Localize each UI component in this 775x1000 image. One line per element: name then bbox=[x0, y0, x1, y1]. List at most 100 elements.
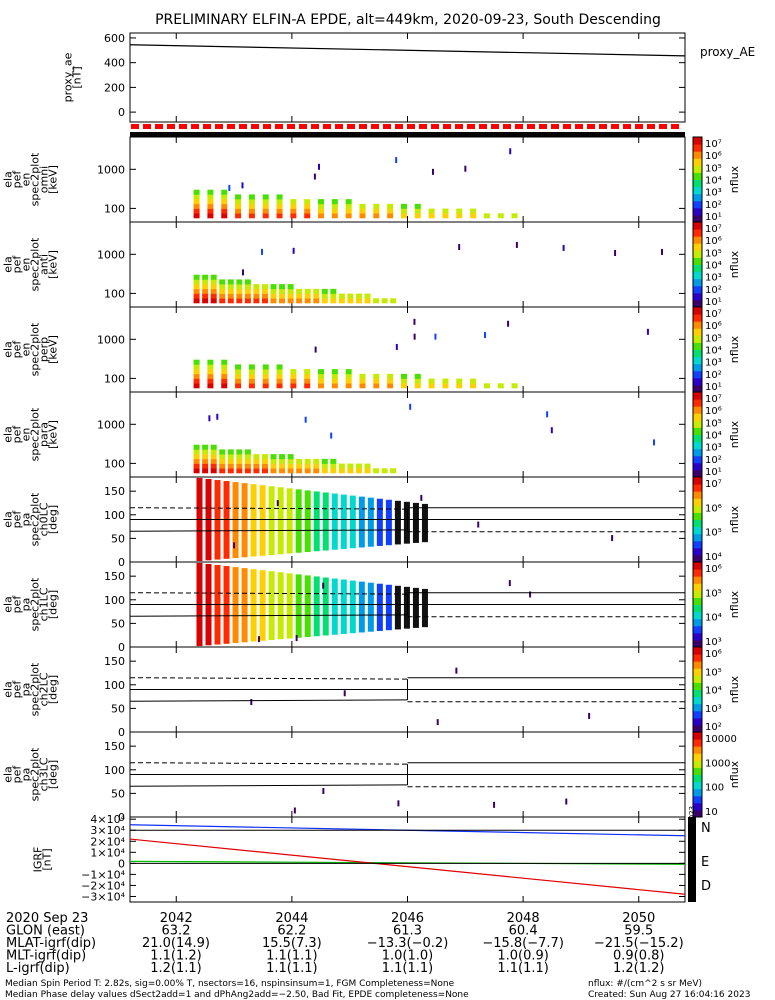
colorbar-segment bbox=[693, 746, 702, 754]
pa-stripe bbox=[385, 499, 392, 546]
colorbar-segment bbox=[693, 639, 702, 648]
spectrogram-cell bbox=[276, 373, 283, 379]
spectrogram-cell bbox=[318, 373, 325, 379]
x-tick-label: 2048 bbox=[507, 911, 540, 926]
spectrogram-cell bbox=[381, 298, 388, 304]
spectrogram-cell bbox=[428, 208, 435, 214]
y-axis-label: ch0LC bbox=[38, 502, 51, 536]
colorbar-segment bbox=[693, 554, 702, 563]
footer-note: Median Spin Period T: 2.82s, sig=0.00% T… bbox=[5, 979, 455, 989]
footer-row-label: GLON (east) bbox=[6, 924, 85, 939]
spectrogram-cell bbox=[261, 458, 268, 464]
data-availability-dash bbox=[503, 124, 511, 129]
spectrogram-cell bbox=[193, 383, 200, 389]
spectrogram-cell bbox=[304, 383, 311, 389]
y-axis-label: ch2LC bbox=[38, 672, 51, 706]
loss-cone-line bbox=[129, 784, 408, 787]
loss-cone-line bbox=[129, 699, 408, 702]
pa-stripe bbox=[403, 586, 410, 629]
spectrogram-cell bbox=[227, 468, 234, 474]
spectrogram-cell bbox=[355, 463, 362, 469]
spectrogram-cell bbox=[338, 293, 345, 299]
colorbar-segment bbox=[693, 526, 702, 535]
colorbar-segment bbox=[693, 392, 702, 400]
data-availability-dash bbox=[287, 124, 295, 129]
spectrogram-cell bbox=[290, 208, 297, 214]
spectrogram-cell bbox=[235, 378, 242, 384]
spectrogram-speck bbox=[550, 427, 553, 434]
spectrogram-cell bbox=[400, 383, 407, 389]
colorbar-segment bbox=[693, 420, 702, 428]
spectrogram-cell bbox=[304, 199, 311, 205]
spectrogram-cell bbox=[287, 458, 294, 464]
data-availability-bar bbox=[130, 132, 685, 137]
colorbar-segment bbox=[693, 278, 702, 287]
spectrogram-cell bbox=[248, 194, 255, 200]
y-axis-label: [keV] bbox=[47, 335, 60, 364]
y-axis-label: spec2plot bbox=[29, 152, 42, 206]
spectrogram-cell bbox=[359, 378, 366, 384]
spectrogram-cell bbox=[387, 203, 394, 209]
spectrogram-cell bbox=[276, 203, 283, 209]
colorbar-segment bbox=[693, 413, 702, 421]
y-axis-label: [deg] bbox=[47, 505, 60, 534]
pa-stripe bbox=[403, 501, 410, 544]
colorbar-segment bbox=[693, 214, 702, 223]
colorbar-segment bbox=[693, 186, 702, 195]
spectrogram-cell bbox=[442, 213, 449, 219]
spectrogram-speck bbox=[507, 320, 510, 327]
spectrogram-cell bbox=[373, 468, 380, 474]
pa-stripe bbox=[358, 496, 365, 548]
spectrogram-cell bbox=[221, 373, 228, 379]
footer-cell: 1.2(1.2) bbox=[613, 961, 665, 976]
y-axis-label: ela bbox=[2, 426, 15, 443]
spectrogram-cell bbox=[262, 199, 269, 205]
spectrogram-cell bbox=[287, 463, 294, 469]
spectrogram-speck bbox=[661, 248, 664, 255]
spectrogram-cell bbox=[248, 383, 255, 389]
colorbar-segment bbox=[693, 647, 702, 655]
colorbar-segment bbox=[693, 661, 702, 669]
pa-stripe bbox=[376, 583, 383, 631]
data-availability-dash bbox=[671, 124, 679, 129]
y-tick-label: 100 bbox=[104, 509, 125, 522]
spectrogram-cell bbox=[304, 468, 311, 474]
colorbar-segment bbox=[693, 512, 702, 520]
spectrogram-cell bbox=[345, 199, 352, 205]
spectrogram-cell bbox=[364, 463, 371, 469]
pa-speck bbox=[322, 582, 325, 589]
spectrogram-cell bbox=[345, 369, 352, 375]
spectrogram-cell bbox=[261, 298, 268, 304]
spectrogram-speck bbox=[515, 241, 518, 248]
spectrogram-cell bbox=[331, 378, 338, 384]
pa-stripe bbox=[367, 582, 374, 632]
spectrogram-cell bbox=[253, 293, 260, 299]
colorbar-segment bbox=[693, 689, 702, 698]
colorbar-segment bbox=[693, 802, 702, 811]
spectrogram-cell bbox=[227, 279, 234, 285]
colorbar-segment bbox=[693, 597, 702, 605]
loss-cone-line bbox=[129, 762, 408, 765]
loss-cone-line bbox=[129, 507, 408, 510]
colorbar-segment bbox=[693, 335, 702, 343]
data-availability-dash bbox=[311, 124, 319, 129]
footer-row-label: L-igrf(dip) bbox=[6, 961, 70, 976]
spectrogram-cell bbox=[304, 208, 311, 214]
data-availability-dash bbox=[179, 124, 187, 129]
y-axis-label: pef bbox=[11, 425, 24, 444]
spectrogram-cell bbox=[304, 373, 311, 379]
spectrogram-cell bbox=[338, 463, 345, 469]
colorbar-segment bbox=[693, 229, 702, 237]
spectrogram-cell bbox=[193, 449, 200, 455]
x-tick-label: 2046 bbox=[391, 911, 424, 926]
pa-stripe bbox=[268, 486, 275, 556]
colorbar-tick-label: 10⁶ bbox=[705, 406, 722, 417]
spectrogram-cell bbox=[359, 213, 366, 219]
y-axis-label: spec2plot bbox=[29, 577, 42, 631]
spectrogram-speck bbox=[216, 413, 219, 420]
spectrogram-cell bbox=[253, 463, 260, 469]
data-availability-dash bbox=[491, 124, 499, 129]
y-tick-label: 0 bbox=[118, 811, 125, 824]
spectrogram-speck bbox=[653, 439, 656, 446]
spectrogram-cell bbox=[414, 203, 421, 209]
